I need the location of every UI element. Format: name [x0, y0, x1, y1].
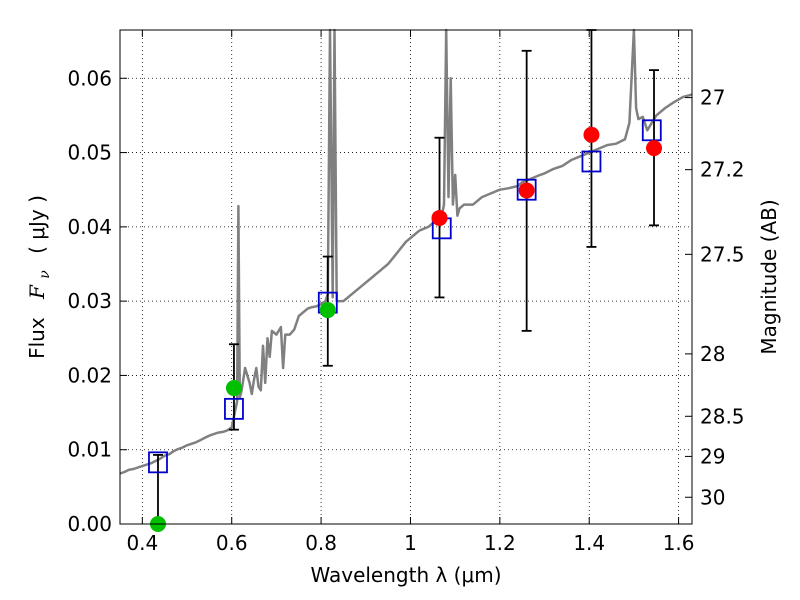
observed-point-red	[518, 182, 535, 199]
y2-tick-label: 27.5	[700, 242, 745, 266]
y-tick-label: 0.06	[67, 66, 112, 90]
x-tick-label: 1.4	[573, 531, 605, 555]
model-band-squares	[148, 119, 662, 474]
y2-axis-title: Magnitude (AB)	[757, 199, 781, 354]
model-spectrum-line	[119, 28, 693, 475]
axis-ticks: 0.4 0.6 0.8 1 1.2 1.4 1.6 0.00 0.01 0.02 0.03 0.04 0…	[67, 30, 745, 555]
x-tick-label: 1	[404, 531, 417, 555]
x-tick-label: 1.6	[663, 531, 695, 555]
grid-lines	[120, 30, 692, 525]
y-axis-title-prefix: Flux	[25, 317, 49, 359]
x-tick-label: 0.4	[126, 531, 158, 555]
y-axis-title-subscript: ν	[37, 270, 53, 279]
y2-tick-label: 30	[700, 485, 725, 509]
y2-tick-label: 27.2	[700, 158, 745, 182]
model-band-square	[641, 119, 662, 142]
y-axis-title: Flux F ν ( μJy )	[25, 195, 54, 359]
observed-point-green	[225, 380, 242, 397]
y-tick-label: 0.02	[67, 363, 112, 387]
x-tick-label: 1.2	[484, 531, 516, 555]
x-tick-label: 0.8	[305, 531, 337, 555]
y2-tick-label: 28.5	[700, 404, 745, 428]
x-tick-label: 0.6	[216, 531, 248, 555]
model-band-square	[148, 451, 168, 474]
y-tick-label: 0.05	[67, 141, 112, 165]
model-band-square	[581, 150, 602, 173]
y2-tick-label: 27	[700, 86, 725, 110]
y-tick-label: 0.01	[67, 438, 112, 462]
observed-point-red	[583, 126, 600, 143]
y-tick-label: 0.04	[67, 215, 112, 239]
observed-points	[149, 126, 663, 532]
y2-tick-label: 28	[700, 342, 725, 366]
y-tick-label: 0.03	[67, 289, 112, 313]
observed-point-green	[319, 302, 336, 319]
observed-point-red	[646, 140, 663, 157]
x-axis-title: Wavelength λ (μm)	[310, 563, 501, 587]
y-tick-label: 0.00	[67, 512, 112, 536]
plot-frame	[119, 29, 693, 525]
observed-point-red	[431, 209, 448, 226]
y-axis-title-symbol: F	[25, 284, 49, 300]
y2-tick-label: 29	[700, 444, 725, 468]
model-band-square	[224, 397, 244, 420]
model-band-square	[516, 178, 537, 201]
model-spectrum	[119, 28, 693, 475]
y-axis-title-unit: ( μJy )	[25, 195, 49, 254]
